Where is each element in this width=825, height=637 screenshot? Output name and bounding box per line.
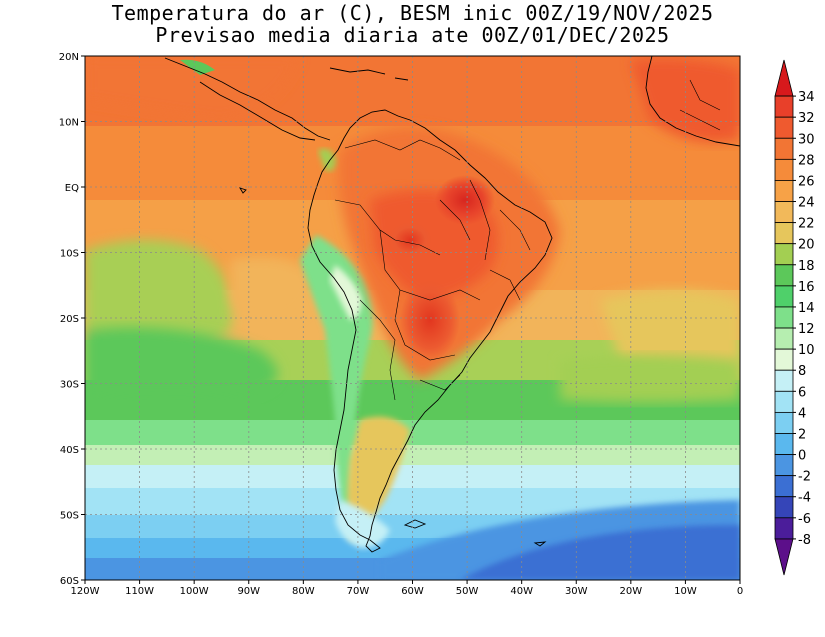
colorbar-swatch bbox=[774, 306, 794, 329]
colorbar-label: 10 bbox=[798, 343, 815, 358]
colorbar-swatch bbox=[774, 95, 794, 118]
lat-label: 10N bbox=[59, 118, 79, 129]
colorbar-label: 14 bbox=[798, 301, 815, 316]
lat-label: 50S bbox=[60, 511, 79, 522]
colorbar-swatch bbox=[774, 180, 794, 202]
colorbar-label: 4 bbox=[798, 406, 806, 421]
coastlines bbox=[164, 56, 740, 553]
colorbar-label: 0 bbox=[798, 449, 806, 464]
colorbar-swatch bbox=[774, 264, 794, 287]
colorbar-label: -8 bbox=[798, 533, 811, 548]
colorbar-label: 22 bbox=[798, 217, 815, 232]
colorbar-swatch bbox=[774, 243, 794, 266]
colorbar-label: 30 bbox=[798, 132, 815, 147]
colorbar-label: 6 bbox=[798, 385, 806, 400]
lon-label: 0 bbox=[737, 586, 743, 597]
lon-label: 100W bbox=[180, 586, 209, 597]
colorbar-swatch bbox=[774, 496, 794, 519]
lat-label: 20N bbox=[59, 52, 79, 63]
colorbar-swatch bbox=[774, 116, 794, 139]
colorbar-label: -6 bbox=[798, 512, 811, 527]
colorbar-label: 26 bbox=[798, 174, 815, 189]
lon-label: 70W bbox=[347, 586, 370, 597]
lon-label: 20W bbox=[620, 586, 643, 597]
colorbar-swatch bbox=[774, 517, 794, 540]
lon-label: 10W bbox=[674, 586, 697, 597]
lon-label: 120W bbox=[71, 586, 100, 597]
colorbar-swatch bbox=[774, 348, 794, 371]
colorbar-swatch bbox=[774, 390, 794, 413]
central-america-coast bbox=[164, 57, 331, 141]
colorbar-swatch bbox=[774, 327, 794, 350]
lon-label: 80W bbox=[292, 586, 315, 597]
colorbar-swatch bbox=[774, 411, 794, 434]
colorbar-bottom-arrow bbox=[774, 538, 794, 576]
colorbar-label: 20 bbox=[798, 238, 815, 253]
colorbar-swatch bbox=[774, 158, 794, 181]
lat-label: EQ bbox=[65, 183, 79, 194]
colorbar-swatch bbox=[774, 454, 794, 477]
lon-label: 110W bbox=[125, 586, 154, 597]
colorbar-label: 18 bbox=[798, 259, 815, 274]
lon-label: 90W bbox=[237, 586, 260, 597]
colorbar-top-arrow bbox=[774, 59, 794, 97]
lat-label: 20S bbox=[60, 314, 79, 325]
lon-label: 60W bbox=[401, 586, 424, 597]
colorbar-label: 24 bbox=[798, 196, 815, 211]
south-america-coast bbox=[307, 109, 553, 553]
map-title-line2: Previsao media diaria ate 00Z/01/DEC/202… bbox=[155, 23, 670, 47]
colorbar-label: 8 bbox=[798, 364, 806, 379]
colorbar-label: 12 bbox=[798, 322, 815, 337]
colorbar-swatch bbox=[774, 475, 794, 498]
colorbar-label: 2 bbox=[798, 427, 806, 442]
lat-label: 40S bbox=[60, 445, 79, 456]
country-borders bbox=[334, 79, 721, 401]
colorbar-label: -2 bbox=[798, 470, 811, 485]
colorbar-swatch bbox=[774, 285, 794, 308]
lat-label: 10S bbox=[60, 249, 79, 260]
lat-label: 60S bbox=[60, 576, 79, 587]
colorbar-label: -4 bbox=[798, 491, 811, 506]
colorbar-swatch bbox=[774, 369, 794, 392]
colorbar-label: 16 bbox=[798, 280, 815, 295]
colorbar-label: 34 bbox=[798, 90, 815, 105]
colorbar-swatch bbox=[774, 222, 794, 245]
colorbar-swatch bbox=[774, 137, 794, 160]
lon-label: 40W bbox=[510, 586, 533, 597]
latitude-axis: 20N 10N EQ 10S 20S 30S 40S 50S 60S bbox=[59, 52, 85, 587]
africa-coast bbox=[645, 56, 740, 147]
colorbar-label: 28 bbox=[798, 153, 815, 168]
lon-label: 50W bbox=[456, 586, 479, 597]
lon-label: 30W bbox=[565, 586, 588, 597]
lat-label: 30S bbox=[60, 380, 79, 391]
colorbar-label: 32 bbox=[798, 111, 815, 126]
graticule bbox=[85, 56, 740, 580]
longitude-axis: 120W 110W 100W 90W 80W 70W 60W 50W 40W 30W 20W 10W 0 bbox=[71, 580, 743, 597]
colorbar-swatch bbox=[774, 201, 794, 224]
colorbar-swatch bbox=[774, 433, 794, 455]
map-title-line1: Temperatura do ar (C), BESM inic 00Z/19/… bbox=[111, 1, 714, 25]
